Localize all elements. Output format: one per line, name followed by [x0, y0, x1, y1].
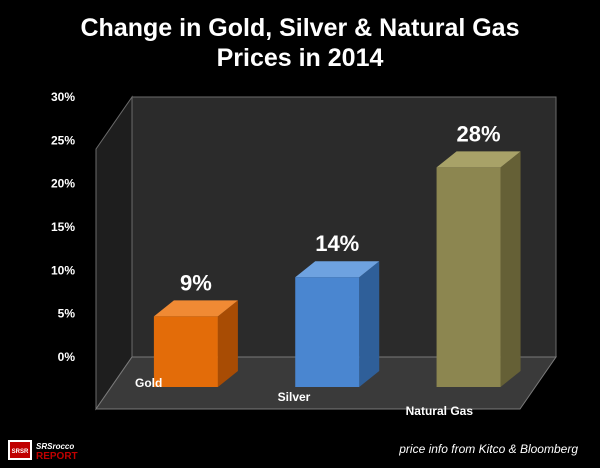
srsrocco-logo: SRSR SRSrocco REPORT	[8, 440, 78, 460]
source-note: price info from Kitco & Bloomberg	[399, 442, 578, 456]
logo-bottom-text: REPORT	[36, 451, 78, 460]
y-tick-label: 30%	[51, 90, 75, 104]
chart-title-line-1: Change in Gold, Silver & Natural Gas	[80, 14, 520, 42]
x-category-label: Silver	[278, 390, 311, 404]
bar-top	[153, 300, 238, 317]
logo-badge: SRSR	[12, 449, 29, 455]
bar-value-label: 28%	[457, 121, 501, 146]
logo-top-text: SRSrocco	[36, 442, 74, 451]
bar-top	[436, 151, 521, 168]
bar	[436, 167, 501, 387]
y-tick-label: 10%	[51, 263, 75, 277]
bar-side	[500, 151, 521, 387]
x-category-label: Natural Gas	[406, 404, 474, 418]
bar-top	[295, 261, 380, 278]
bar-value-label: 9%	[180, 270, 212, 295]
bar	[153, 316, 218, 387]
y-tick-label: 0%	[58, 350, 76, 364]
chart-title-line-2: Prices in 2014	[216, 44, 384, 72]
bar-side	[359, 261, 380, 387]
chart-side-wall	[95, 95, 133, 411]
y-tick-label: 20%	[51, 177, 75, 191]
y-tick-label: 5%	[58, 307, 76, 321]
y-tick-label: 15%	[51, 220, 75, 234]
bar-side	[217, 300, 238, 387]
bar-value-label: 14%	[315, 231, 359, 256]
y-tick-label: 25%	[51, 133, 75, 147]
x-category-label: Gold	[135, 376, 162, 390]
bar	[295, 277, 360, 387]
